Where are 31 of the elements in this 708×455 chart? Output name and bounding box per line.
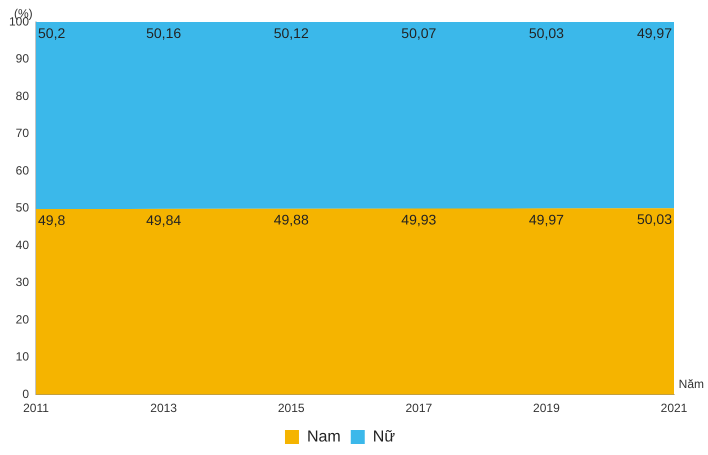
data-label: 49,97 [636, 24, 672, 41]
y-tick-label: 70 [16, 126, 30, 140]
y-tick-label: 90 [16, 52, 30, 66]
data-label: 49,88 [274, 212, 309, 228]
data-label: 50,03 [528, 24, 564, 41]
y-tick-label: 80 [16, 88, 30, 103]
x-tick-label: 2013 [150, 401, 178, 416]
data-label: 50,07 [401, 24, 437, 41]
data-label: 50,16 [146, 24, 182, 41]
y-tick-label: 0 [22, 386, 30, 401]
data-label: 49,97 [528, 211, 564, 228]
x-tick-label: 2021 [660, 401, 688, 416]
legend-label: Nữ [372, 428, 396, 446]
x-tick-label: 2011 [23, 401, 50, 416]
y-tick-label: 20 [16, 312, 30, 326]
data-label: 50,12 [274, 24, 309, 41]
y-tick-label: 40 [16, 238, 30, 252]
y-tick-label: 10 [16, 350, 30, 364]
data-label: 50,03 [636, 211, 672, 228]
x-tick-label: 2015 [278, 401, 305, 416]
data-label: 49,8 [38, 212, 66, 228]
data-label: 50,2 [38, 24, 66, 41]
x-axis-title: Năm [678, 376, 704, 391]
legend-label: Nam [306, 428, 341, 446]
data-label: 49,84 [146, 212, 182, 228]
y-tick-label: 60 [16, 163, 30, 178]
x-tick-label: 2019 [533, 401, 560, 416]
x-tick-label: 2017 [405, 401, 432, 416]
y-tick-label: 30 [16, 275, 30, 290]
data-label: 49,93 [401, 211, 437, 228]
y-tick-label: 50 [16, 200, 30, 215]
